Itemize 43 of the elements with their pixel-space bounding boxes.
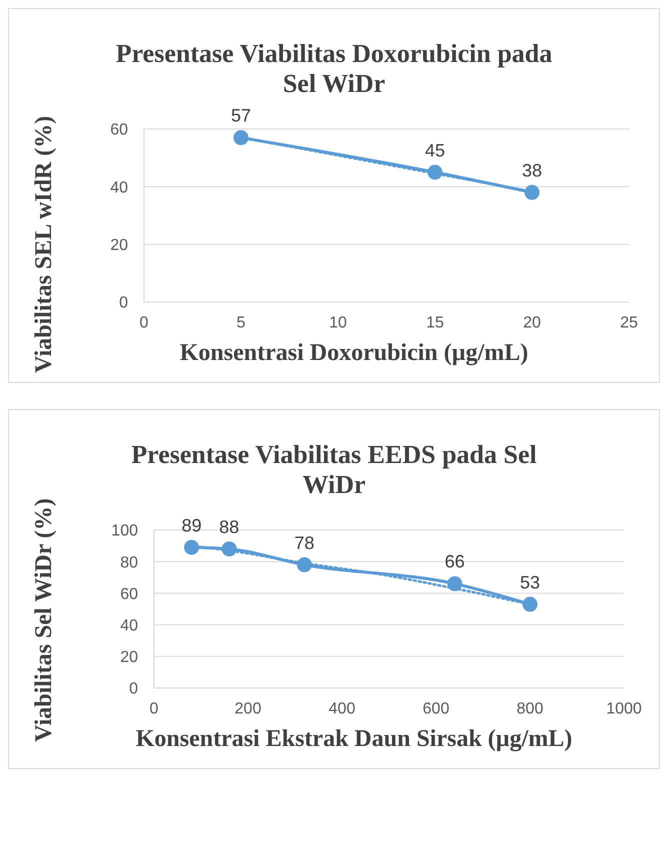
x-tick-label: 0 <box>150 700 159 718</box>
point <box>428 164 442 180</box>
point <box>234 130 248 146</box>
y-tick-label: 100 <box>111 522 138 540</box>
x-tick-label: 200 <box>234 700 262 718</box>
y-tick-label: 0 <box>129 680 138 698</box>
point <box>447 576 462 592</box>
point <box>222 541 237 556</box>
x-tick-label: 20 <box>523 314 541 332</box>
x-axis-title: Konsentrasi Ekstrak Daun Sirsak (µg/mL) <box>134 725 574 754</box>
point <box>524 184 540 200</box>
y-tick-label: 40 <box>120 617 138 634</box>
data-label: 66 <box>444 552 465 572</box>
x-tick-label: 10 <box>329 314 347 332</box>
y-tick-label: 80 <box>120 554 138 572</box>
y-tick-label: 40 <box>110 179 128 196</box>
x-tick-label: 800 <box>516 700 544 718</box>
data-label: 53 <box>520 572 540 592</box>
y-tick-label: 20 <box>120 649 138 666</box>
y-axis-title: Viabilitas Sel WiDr (%) <box>31 497 58 744</box>
data-label: 78 <box>294 532 314 553</box>
data-label: 88 <box>219 516 240 537</box>
x-tick-label: 1000 <box>606 700 642 718</box>
y-tick-label: 60 <box>120 586 138 603</box>
x-tick-label: 15 <box>426 314 444 332</box>
data-label: 89 <box>182 515 202 536</box>
chart-title: Presentase Viabilitas Doxorubicin pada Sel WiDr <box>114 39 554 99</box>
y-axis-title: Viabilitas SEL wIdR (%) <box>31 114 58 375</box>
point <box>296 557 312 572</box>
x-tick-label: 400 <box>328 700 356 718</box>
y-tick-label: 20 <box>110 237 128 254</box>
x-tick-label: 25 <box>620 314 638 332</box>
point <box>184 540 200 555</box>
data-label: 57 <box>230 106 252 126</box>
point <box>522 596 538 612</box>
y-tick-label: 60 <box>110 122 128 139</box>
chart-title: Presentase Viabilitas EEDS pada Sel WiDr <box>130 440 538 500</box>
data-label: 45 <box>424 140 446 160</box>
x-axis-title: Konsentrasi Doxorubicin (µg/mL) <box>180 340 528 366</box>
x-tick-label: 5 <box>236 314 246 332</box>
x-tick-label: 600 <box>422 700 450 718</box>
data-label: 38 <box>522 160 542 180</box>
y-tick-label: 0 <box>119 294 128 312</box>
